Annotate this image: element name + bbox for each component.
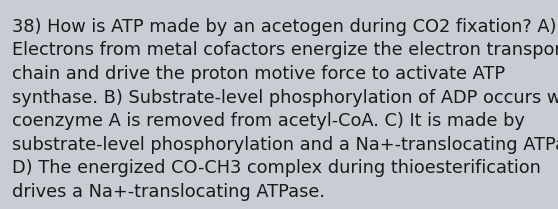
Text: drives a Na+-translocating ATPase.: drives a Na+-translocating ATPase. [12,183,325,201]
Text: Electrons from metal cofactors energize the electron transport: Electrons from metal cofactors energize … [12,41,558,59]
Text: substrate-level phosphorylation and a Na+-translocating ATPase.: substrate-level phosphorylation and a Na… [12,136,558,154]
Text: synthase. B) Substrate-level phosphorylation of ADP occurs when: synthase. B) Substrate-level phosphoryla… [12,89,558,107]
Text: chain and drive the proton motive force to activate ATP: chain and drive the proton motive force … [12,65,506,83]
Text: coenzyme A is removed from acetyl-CoA. C) It is made by: coenzyme A is removed from acetyl-CoA. C… [12,112,525,130]
Text: D) The energized CO-CH3 complex during thioesterification: D) The energized CO-CH3 complex during t… [12,159,541,177]
Text: 38) How is ATP made by an acetogen during CO2 fixation? A): 38) How is ATP made by an acetogen durin… [12,18,557,36]
